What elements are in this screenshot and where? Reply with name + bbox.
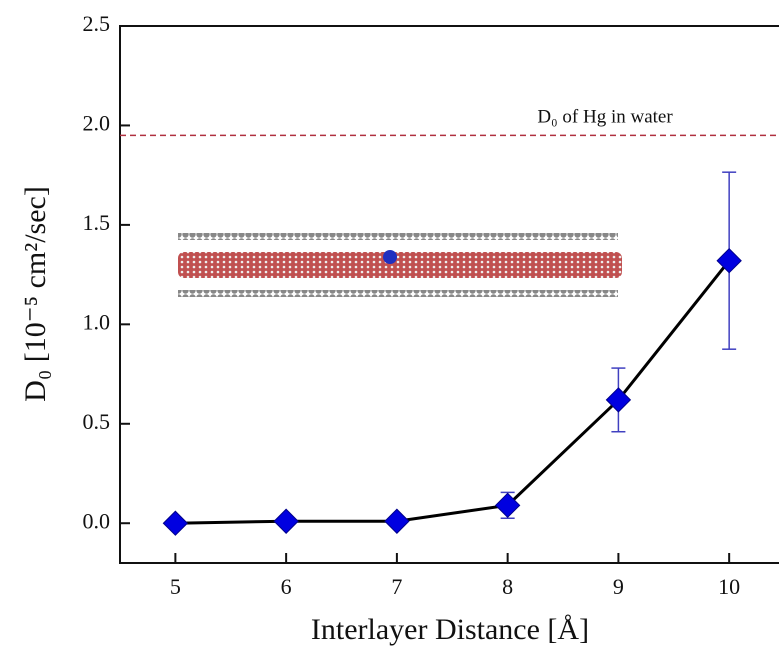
data-point [273,508,299,534]
y-axis-label: D₀ [10⁻⁵ cm²/sec] [19,186,52,402]
data-point [494,492,521,519]
x-tick-label: 8 [502,574,513,599]
y-tick-label: 1.0 [83,309,111,334]
x-tick-label: 7 [391,574,402,599]
data-point [605,387,632,413]
y-tick-label: 1.5 [83,210,111,235]
x-tick-label: 5 [170,574,181,599]
x-tick-label: 10 [718,574,740,599]
inset-image [178,233,622,297]
reference-label: D₀ of Hg in water [537,107,673,128]
y-tick-label: 2.5 [83,11,111,36]
x-tick-label: 6 [281,574,292,599]
data-point [162,510,189,536]
y-tick-label: 2.0 [83,110,111,135]
data-point [384,508,410,534]
data-line [175,259,731,525]
y-tick-label: 0.5 [83,409,111,434]
plot-frame [119,25,779,564]
x-axis-label: Interlayer Distance [Å] [311,613,589,646]
y-tick-label: 0.0 [83,508,111,533]
x-tick-label: 9 [613,574,624,599]
data-point [716,247,742,274]
